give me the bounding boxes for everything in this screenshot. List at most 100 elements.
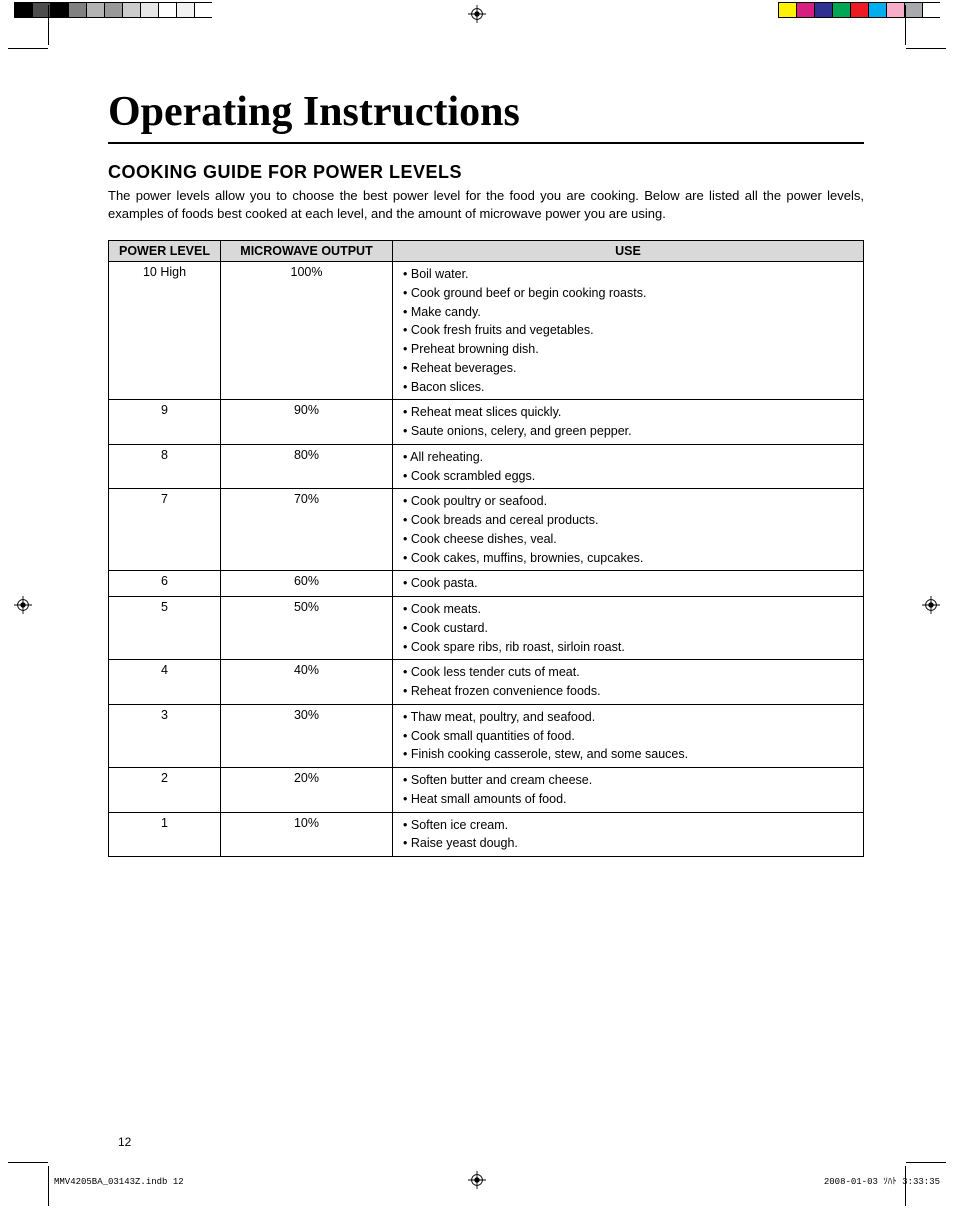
footer-filename: MMV4205BA_03143Z.indb 12 — [54, 1177, 184, 1187]
power-level-cell: 9 — [109, 400, 221, 445]
registration-mark-icon — [468, 5, 486, 23]
use-item: Cook cheese dishes, veal. — [401, 530, 857, 549]
color-swatch — [194, 2, 212, 18]
registration-mark-icon — [468, 1171, 486, 1189]
use-list: Thaw meat, poultry, and seafood.Cook sma… — [399, 708, 857, 764]
use-list: Soften ice cream.Raise yeast dough. — [399, 816, 857, 854]
color-swatch — [922, 2, 940, 18]
table-row: 550%Cook meats.Cook custard.Cook spare r… — [109, 597, 864, 660]
microwave-output-cell: 90% — [221, 400, 393, 445]
color-swatch — [158, 2, 176, 18]
table-row: 440%Cook less tender cuts of meat.Reheat… — [109, 660, 864, 705]
power-level-cell: 4 — [109, 660, 221, 705]
color-swatch — [86, 2, 104, 18]
use-cell: Thaw meat, poultry, and seafood.Cook sma… — [393, 704, 864, 767]
microwave-output-cell: 70% — [221, 489, 393, 571]
table-row: 330%Thaw meat, poultry, and seafood.Cook… — [109, 704, 864, 767]
use-item: Preheat browning dish. — [401, 340, 857, 359]
color-swatch — [814, 2, 832, 18]
microwave-output-cell: 40% — [221, 660, 393, 705]
power-level-cell: 2 — [109, 768, 221, 813]
use-item: Thaw meat, poultry, and seafood. — [401, 708, 857, 727]
color-swatch — [796, 2, 814, 18]
color-swatch — [886, 2, 904, 18]
print-color-bar-left — [14, 2, 212, 18]
power-level-table: POWER LEVEL MICROWAVE OUTPUT USE 10 High… — [108, 240, 864, 857]
table-row: 770%Cook poultry or seafood.Cook breads … — [109, 489, 864, 571]
color-swatch — [68, 2, 86, 18]
use-item: Boil water. — [401, 265, 857, 284]
crop-mark — [906, 1162, 946, 1163]
microwave-output-cell: 50% — [221, 597, 393, 660]
microwave-output-cell: 10% — [221, 812, 393, 857]
registration-mark-icon — [14, 596, 32, 614]
table-row: 880%All reheating.Cook scrambled eggs. — [109, 444, 864, 489]
table-header: USE — [393, 241, 864, 262]
microwave-output-cell: 80% — [221, 444, 393, 489]
color-swatch — [832, 2, 850, 18]
use-cell: Cook meats.Cook custard.Cook spare ribs,… — [393, 597, 864, 660]
use-item: Heat small amounts of food. — [401, 790, 857, 809]
use-list: Cook pasta. — [399, 574, 857, 593]
use-cell: Cook poultry or seafood.Cook breads and … — [393, 489, 864, 571]
crop-mark — [48, 5, 49, 45]
microwave-output-cell: 100% — [221, 262, 393, 400]
use-cell: All reheating.Cook scrambled eggs. — [393, 444, 864, 489]
table-row: 110%Soften ice cream.Raise yeast dough. — [109, 812, 864, 857]
power-level-cell: 6 — [109, 571, 221, 597]
table-row: 660% Cook pasta. — [109, 571, 864, 597]
use-item: Soften ice cream. — [401, 816, 857, 835]
color-swatch — [50, 2, 68, 18]
use-cell: Boil water.Cook ground beef or begin coo… — [393, 262, 864, 400]
use-item: Cook breads and cereal products. — [401, 511, 857, 530]
use-item: Reheat meat slices quickly. — [401, 403, 857, 422]
color-swatch — [122, 2, 140, 18]
color-swatch — [904, 2, 922, 18]
use-item: Reheat frozen convenience foods. — [401, 682, 857, 701]
footer-date: 2008-01-03 ｿﾊﾄ 3:33:35 — [824, 1174, 940, 1187]
use-item: Cook poultry or seafood. — [401, 492, 857, 511]
color-swatch — [140, 2, 158, 18]
crop-mark — [48, 1166, 49, 1206]
use-item: Saute onions, celery, and green pepper. — [401, 422, 857, 441]
use-cell: Reheat meat slices quickly.Saute onions,… — [393, 400, 864, 445]
registration-mark-icon — [922, 596, 940, 614]
color-swatch — [868, 2, 886, 18]
section-heading: COOKING GUIDE FOR POWER LEVELS — [108, 162, 864, 183]
crop-mark — [905, 5, 906, 45]
use-item: Cook fresh fruits and vegetables. — [401, 321, 857, 340]
use-list: Soften butter and cream cheese.Heat smal… — [399, 771, 857, 809]
table-header: POWER LEVEL — [109, 241, 221, 262]
use-item: Cook spare ribs, rib roast, sirloin roas… — [401, 638, 857, 657]
use-item: Cook small quantities of food. — [401, 727, 857, 746]
microwave-output-cell: 20% — [221, 768, 393, 813]
page-number: 12 — [118, 1135, 131, 1149]
use-item: Bacon slices. — [401, 378, 857, 397]
microwave-output-cell: 60% — [221, 571, 393, 597]
use-list: Reheat meat slices quickly.Saute onions,… — [399, 403, 857, 441]
crop-mark — [906, 48, 946, 49]
color-swatch — [176, 2, 194, 18]
use-item: Make candy. — [401, 303, 857, 322]
use-item: Cook scrambled eggs. — [401, 467, 857, 486]
use-item: Cook ground beef or begin cooking roasts… — [401, 284, 857, 303]
use-list: Cook poultry or seafood.Cook breads and … — [399, 492, 857, 567]
use-item: Finish cooking casserole, stew, and some… — [401, 745, 857, 764]
page-content: Operating Instructions COOKING GUIDE FOR… — [108, 88, 864, 857]
power-level-cell: 7 — [109, 489, 221, 571]
power-level-cell: 1 — [109, 812, 221, 857]
use-list: Boil water.Cook ground beef or begin coo… — [399, 265, 857, 396]
crop-mark — [8, 1162, 48, 1163]
use-item: Cook cakes, muffins, brownies, cupcakes. — [401, 549, 857, 568]
table-header-row: POWER LEVEL MICROWAVE OUTPUT USE — [109, 241, 864, 262]
use-cell: Cook pasta. — [393, 571, 864, 597]
use-cell: Soften ice cream.Raise yeast dough. — [393, 812, 864, 857]
power-level-cell: 3 — [109, 704, 221, 767]
color-swatch — [104, 2, 122, 18]
use-item: Cook meats. — [401, 600, 857, 619]
use-item: Cook custard. — [401, 619, 857, 638]
use-list: Cook meats.Cook custard.Cook spare ribs,… — [399, 600, 857, 656]
microwave-output-cell: 30% — [221, 704, 393, 767]
crop-mark — [8, 48, 48, 49]
use-item: Reheat beverages. — [401, 359, 857, 378]
